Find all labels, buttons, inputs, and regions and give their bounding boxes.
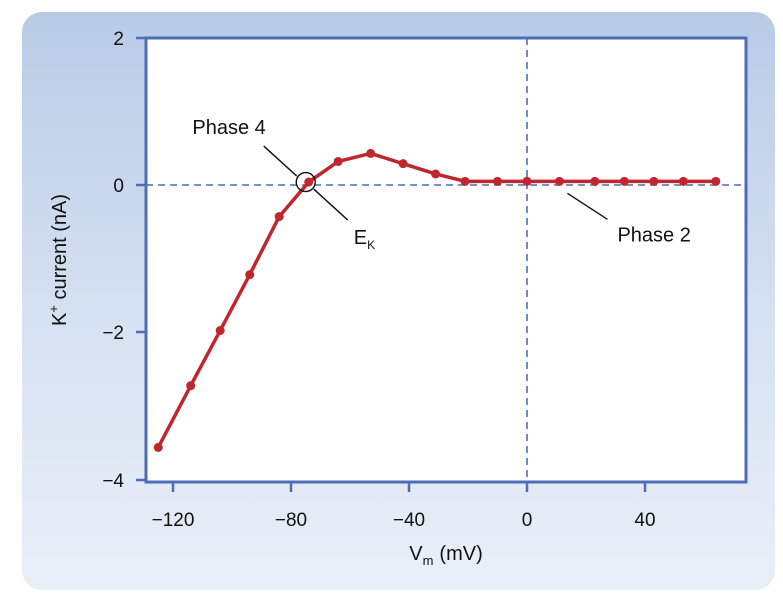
x-tick-label: −40 [393, 510, 425, 531]
ek-leader-line [313, 188, 349, 221]
data-point [274, 212, 284, 222]
y-axis-title: K+ current (nA) [46, 194, 71, 326]
data-point [333, 156, 343, 166]
data-point [398, 159, 408, 169]
y-axis-title-sup: + [46, 305, 61, 313]
data-point [215, 326, 225, 336]
data-point [304, 177, 314, 187]
ek-label-sub: K [367, 238, 375, 252]
x-tick-label: −80 [275, 510, 307, 531]
x-axis-title-unit: (mV) [439, 543, 482, 565]
data-point [460, 176, 470, 186]
x-axis-title: Vm (mV) [409, 543, 483, 568]
data-point [493, 176, 502, 186]
data-point [186, 381, 196, 391]
x-tick-label: −120 [152, 510, 195, 531]
data-point [245, 270, 255, 280]
reversal-potential-circle [295, 171, 316, 193]
data-point [678, 176, 688, 186]
phase-4-leader-line [263, 145, 298, 177]
phase-2-leader-line [567, 192, 608, 220]
plot-area [144, 36, 748, 484]
data-point [153, 442, 163, 452]
phase-4-label: Phase 4 [192, 117, 265, 139]
y-axis-title-k: K [49, 312, 71, 326]
x-axis-title-sub: m [423, 553, 434, 568]
data-point [431, 169, 441, 179]
x-tick-label: 0 [522, 510, 533, 531]
data-series [153, 148, 721, 452]
reference-lines [146, 38, 746, 482]
data-point [590, 176, 600, 186]
data-point [649, 176, 659, 186]
data-point [619, 176, 629, 186]
x-axis-title-v: V [409, 543, 423, 565]
y-tick-label: 0 [113, 176, 124, 197]
y-axis-ticks: 2 0 −2 −4 [102, 29, 146, 492]
data-point [522, 176, 532, 186]
y-tick-label: −2 [102, 323, 124, 344]
data-point [711, 176, 721, 186]
annotations: Phase 4 EK Phase 2 [192, 117, 690, 252]
x-tick-label: 40 [634, 510, 655, 531]
ek-label: EK [354, 227, 375, 252]
y-tick-label: 2 [113, 29, 124, 50]
x-axis-ticks: −120 −80 −40 0 40 [152, 482, 656, 531]
y-axis-title-rest: current (nA) [49, 194, 71, 305]
ek-label-main: E [354, 227, 367, 249]
y-tick-label: −4 [102, 471, 124, 492]
data-point [554, 176, 564, 186]
phase-2-label: Phase 2 [617, 224, 690, 246]
data-point [366, 148, 376, 158]
